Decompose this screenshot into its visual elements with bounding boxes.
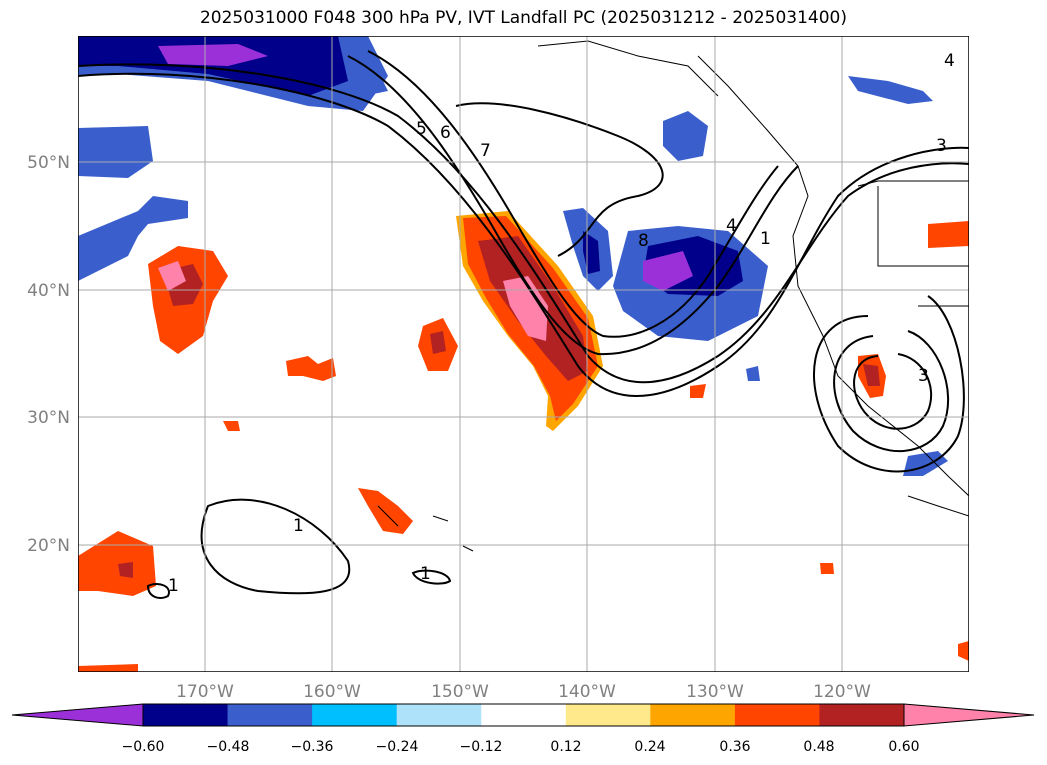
colorbar-tick-label: 0.24 [634, 739, 665, 755]
contour-label: 7 [480, 141, 491, 161]
colorbar-tick-label: −0.24 [376, 739, 419, 755]
colorbar-segment [819, 704, 905, 726]
lat-label: 50°N [27, 153, 70, 173]
contour-label: 3 [936, 136, 947, 156]
lon-label: 170°W [176, 682, 234, 700]
colorbar-outline [142, 703, 905, 727]
contour-label: 1 [168, 576, 179, 596]
colorbar-tick-label: −0.48 [207, 739, 250, 755]
map-title: 2025031000 F048 300 hPa PV, IVT Landfall… [199, 8, 847, 28]
colorbar-extend-left [11, 703, 144, 727]
colorbar-segment [481, 704, 567, 726]
contour-label: 5 [416, 119, 427, 139]
lon-label: 140°W [558, 682, 616, 700]
colorbar-tick-label: 0.60 [888, 739, 919, 755]
axis-labels: 170°W 160°W 150°W 140°W 130°W 120°W 50°N… [27, 153, 871, 700]
colorbar-extend-right [903, 703, 1035, 727]
colorbar-segment [734, 704, 820, 726]
lat-label: 40°N [27, 281, 70, 301]
colorbar: −0.60 −0.48 −0.36 −0.24 −0.12 0.12 0.24 … [11, 703, 1035, 755]
contour-label: 4 [944, 51, 955, 71]
colorbar-segments [11, 703, 1035, 727]
contour-label: 6 [440, 123, 451, 143]
colorbar-tick-label: −0.36 [291, 739, 334, 755]
colorbar-segment [396, 704, 482, 726]
colorbar-segment [565, 704, 651, 726]
contour-label: 8 [638, 231, 649, 251]
lon-label: 150°W [431, 682, 489, 700]
colorbar-segment [227, 704, 313, 726]
colorbar-tick-label: 0.48 [803, 739, 834, 755]
colorbar-segment [143, 704, 229, 726]
contour-label-group: 5 6 7 8 4 1 3 1 1 1 3 4 [168, 51, 955, 596]
lon-label: 160°W [303, 682, 361, 700]
negative-anomaly-regions [78, 36, 948, 476]
graticule [78, 36, 969, 672]
colorbar-tick-label: −0.60 [122, 739, 165, 755]
colorbar-segment [650, 704, 736, 726]
colorbar-ticks: −0.60 −0.48 −0.36 −0.24 −0.12 0.12 0.24 … [122, 739, 920, 755]
colorbar-segment [312, 704, 398, 726]
lon-label: 120°W [813, 682, 871, 700]
map-plot: 5 6 7 8 4 1 3 1 1 1 3 4 [78, 36, 969, 672]
contour-label: 1 [293, 516, 304, 536]
lat-label: 20°N [27, 536, 70, 556]
lon-label: 130°W [686, 682, 744, 700]
colorbar-tick-label: 0.36 [719, 739, 750, 755]
contour-label: 1 [420, 564, 431, 584]
positive-anomaly-regions [78, 211, 969, 672]
contour-label: 4 [726, 216, 737, 236]
contour-label: 3 [918, 366, 929, 386]
lat-label: 30°N [27, 408, 70, 428]
colorbar-tick-label: 0.12 [550, 739, 581, 755]
colorbar-tick-label: −0.12 [460, 739, 503, 755]
contour-label: 1 [760, 229, 771, 249]
ivt-contours [78, 50, 969, 599]
